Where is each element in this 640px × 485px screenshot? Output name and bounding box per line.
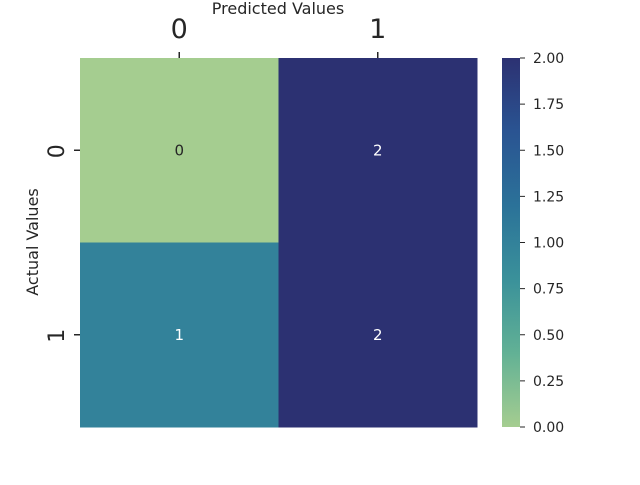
colorbar (502, 58, 520, 427)
y-axis-ticks: 01 (45, 144, 80, 343)
colorbar-tick-label: 1.25 (533, 189, 564, 205)
heatmap-cell (278, 58, 478, 243)
x-tick-label: 0 (171, 14, 188, 45)
colorbar-tick-label: 0.50 (533, 328, 564, 344)
heatmap-cell (278, 242, 478, 428)
colorbar-tick-label: 0.75 (533, 282, 564, 298)
cell-annotations: 0 2 1 2 (174, 141, 382, 344)
colorbar-tick-label: 0.25 (533, 374, 564, 390)
colorbar-tick-label: 1.00 (533, 236, 564, 252)
y-tick-label: 1 (45, 329, 70, 343)
colorbar-tick-label: 1.75 (533, 97, 564, 113)
cell-annotation: 0 (174, 141, 184, 159)
cell-annotation: 2 (373, 141, 383, 159)
colorbar-ticks: 0.00 0.25 0.50 0.75 1.00 1.25 1.50 1.75 2.00 (520, 51, 564, 436)
y-axis-label: Actual Values (23, 188, 42, 295)
heatmap-cells (80, 58, 478, 428)
x-axis-label: Predicted Values (212, 0, 344, 18)
heatmap-cell (80, 242, 279, 428)
x-tick-label: 1 (369, 14, 386, 45)
colorbar-tick-label: 1.50 (533, 143, 564, 159)
heatmap-cell (80, 58, 279, 243)
cell-annotation: 2 (373, 326, 383, 344)
cell-annotation: 1 (174, 326, 184, 344)
y-tick-label: 0 (45, 144, 70, 158)
colorbar-tick-label: 2.00 (533, 51, 564, 67)
colorbar-tick-label: 0.00 (533, 420, 564, 436)
